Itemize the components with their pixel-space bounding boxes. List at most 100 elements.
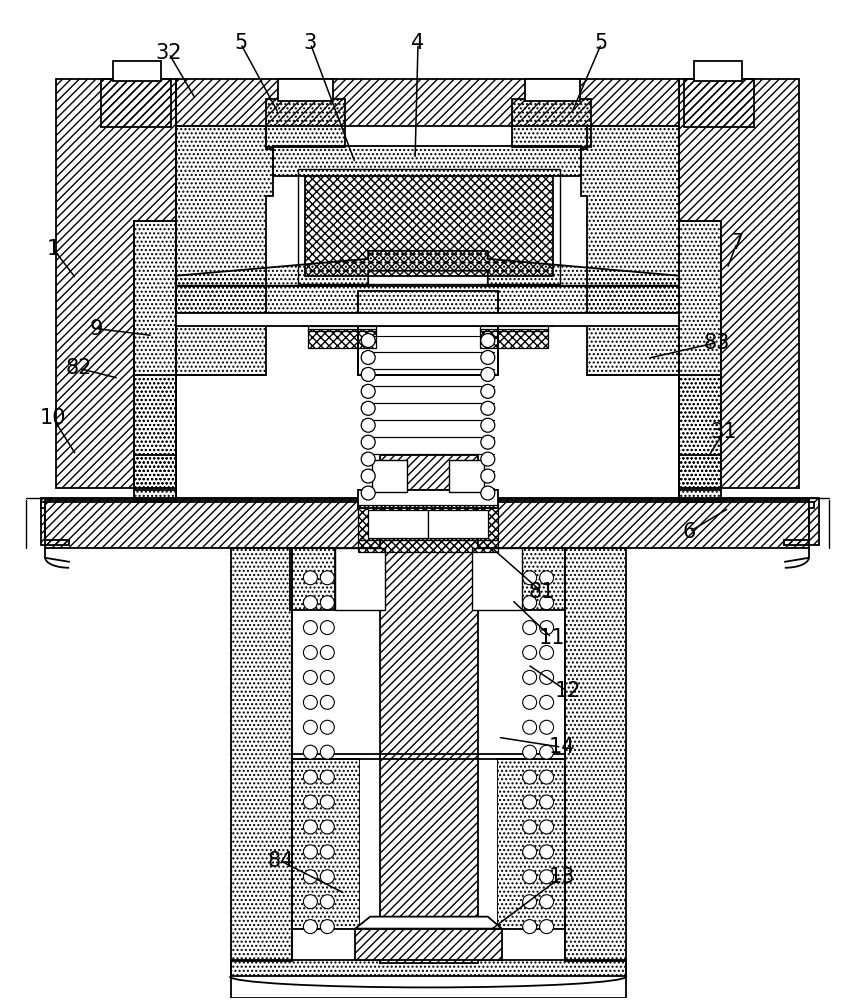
Circle shape: [320, 670, 334, 684]
Circle shape: [539, 820, 553, 834]
Text: 5: 5: [234, 33, 247, 53]
Circle shape: [539, 920, 553, 934]
Circle shape: [303, 745, 317, 759]
Circle shape: [480, 401, 494, 415]
Circle shape: [480, 384, 494, 398]
Circle shape: [320, 571, 334, 585]
Circle shape: [522, 646, 536, 659]
Circle shape: [303, 571, 317, 585]
Circle shape: [320, 770, 334, 784]
Text: 3: 3: [304, 33, 316, 53]
Circle shape: [303, 621, 317, 635]
Text: 6: 6: [682, 522, 695, 542]
Polygon shape: [524, 79, 579, 101]
Circle shape: [539, 795, 553, 809]
Circle shape: [522, 670, 536, 684]
Circle shape: [480, 418, 494, 432]
Circle shape: [361, 350, 374, 364]
Polygon shape: [472, 548, 521, 610]
Text: 32: 32: [155, 43, 182, 63]
Circle shape: [539, 646, 553, 659]
Circle shape: [320, 820, 334, 834]
Circle shape: [522, 695, 536, 709]
Circle shape: [303, 770, 317, 784]
Circle shape: [303, 845, 317, 859]
Text: 12: 12: [554, 681, 580, 701]
Polygon shape: [335, 548, 385, 610]
Circle shape: [361, 367, 374, 381]
Circle shape: [320, 745, 334, 759]
Circle shape: [303, 695, 317, 709]
Text: 10: 10: [40, 408, 67, 428]
Circle shape: [361, 435, 374, 449]
Circle shape: [522, 845, 536, 859]
Polygon shape: [357, 291, 497, 375]
Polygon shape: [355, 929, 502, 960]
Circle shape: [539, 745, 553, 759]
Circle shape: [320, 870, 334, 884]
Circle shape: [303, 795, 317, 809]
Circle shape: [480, 334, 494, 347]
Circle shape: [480, 469, 494, 483]
Circle shape: [480, 367, 494, 381]
Circle shape: [539, 870, 553, 884]
Polygon shape: [360, 759, 496, 934]
Circle shape: [361, 452, 374, 466]
Text: 5: 5: [594, 33, 607, 53]
Circle shape: [320, 795, 334, 809]
Circle shape: [480, 350, 494, 364]
Circle shape: [303, 596, 317, 610]
Circle shape: [320, 596, 334, 610]
Text: 11: 11: [537, 628, 564, 648]
Circle shape: [303, 646, 317, 659]
Circle shape: [303, 720, 317, 734]
Circle shape: [522, 870, 536, 884]
Circle shape: [480, 486, 494, 500]
Circle shape: [361, 384, 374, 398]
Polygon shape: [278, 79, 333, 101]
Text: 83: 83: [703, 333, 729, 353]
Circle shape: [522, 596, 536, 610]
Polygon shape: [176, 313, 678, 326]
Circle shape: [361, 418, 374, 432]
Polygon shape: [693, 61, 741, 81]
Polygon shape: [355, 917, 502, 929]
Text: 81: 81: [528, 582, 554, 602]
Text: 1: 1: [47, 239, 60, 259]
Circle shape: [522, 720, 536, 734]
Polygon shape: [380, 455, 478, 963]
Polygon shape: [113, 61, 160, 81]
Text: 4: 4: [411, 33, 424, 53]
Circle shape: [539, 596, 553, 610]
Circle shape: [320, 646, 334, 659]
Circle shape: [539, 670, 553, 684]
Circle shape: [522, 621, 536, 635]
Text: 9: 9: [90, 319, 102, 339]
Circle shape: [303, 920, 317, 934]
Circle shape: [539, 695, 553, 709]
Circle shape: [539, 895, 553, 909]
Circle shape: [522, 571, 536, 585]
Circle shape: [320, 920, 334, 934]
Circle shape: [539, 770, 553, 784]
Circle shape: [320, 895, 334, 909]
Circle shape: [361, 486, 374, 500]
Circle shape: [480, 452, 494, 466]
Circle shape: [480, 435, 494, 449]
Circle shape: [522, 795, 536, 809]
Circle shape: [539, 720, 553, 734]
Text: 84: 84: [267, 851, 293, 871]
Text: 7: 7: [729, 233, 743, 253]
Circle shape: [361, 334, 374, 347]
Circle shape: [361, 469, 374, 483]
Circle shape: [522, 895, 536, 909]
Circle shape: [522, 745, 536, 759]
Text: 13: 13: [548, 867, 574, 887]
Polygon shape: [305, 176, 552, 276]
Text: 14: 14: [548, 737, 574, 757]
Circle shape: [320, 720, 334, 734]
Circle shape: [320, 621, 334, 635]
Text: 31: 31: [710, 422, 736, 442]
Text: 82: 82: [66, 358, 92, 378]
Circle shape: [522, 770, 536, 784]
